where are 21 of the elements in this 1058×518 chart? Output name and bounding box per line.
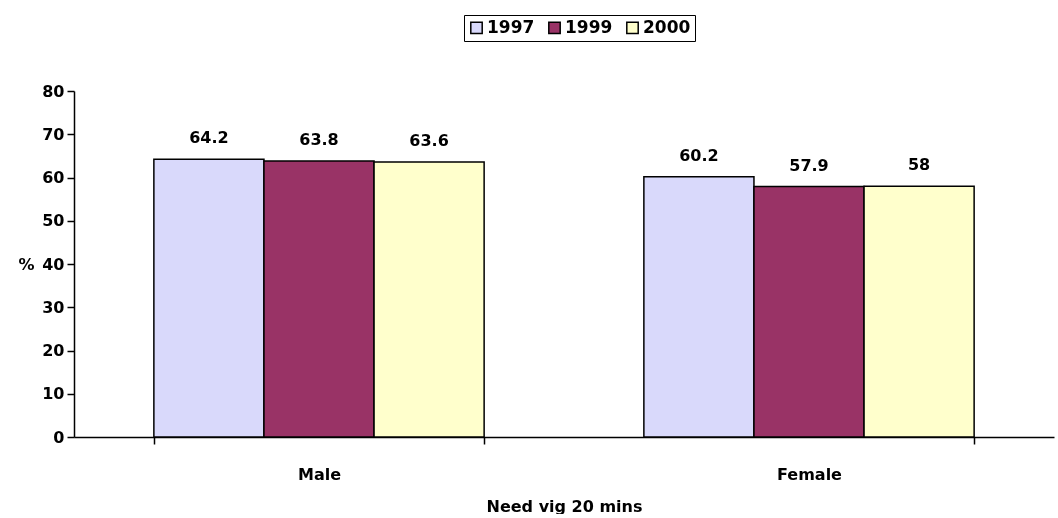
y-tick-label: 50 [42, 211, 65, 231]
x-tick-label: Female [777, 464, 843, 484]
data-label: 58 [907, 155, 931, 175]
legend-label: 2000 [643, 16, 691, 37]
legend-label: 1999 [565, 16, 613, 37]
y-tick-label: 60 [42, 168, 65, 187]
y-axis-title: % [18, 254, 35, 274]
y-tick-label: 10 [42, 384, 65, 404]
data-label: 60.2 [679, 145, 719, 165]
y-tick-label: 30 [42, 297, 65, 317]
y-tick-label: 20 [42, 341, 65, 360]
data-label: 64.2 [189, 128, 229, 148]
y-tick-label: 80 [42, 81, 65, 101]
legend-label: 1997 [487, 16, 535, 37]
data-label: 63.8 [299, 130, 339, 150]
data-label: 63.6 [409, 130, 449, 150]
data-label: 57.9 [789, 155, 829, 175]
x-tick-label: Male [297, 464, 342, 484]
y-tick-label: 40 [42, 254, 65, 274]
y-tick-label: 70 [42, 124, 65, 144]
y-tick-label: 0 [53, 427, 65, 447]
